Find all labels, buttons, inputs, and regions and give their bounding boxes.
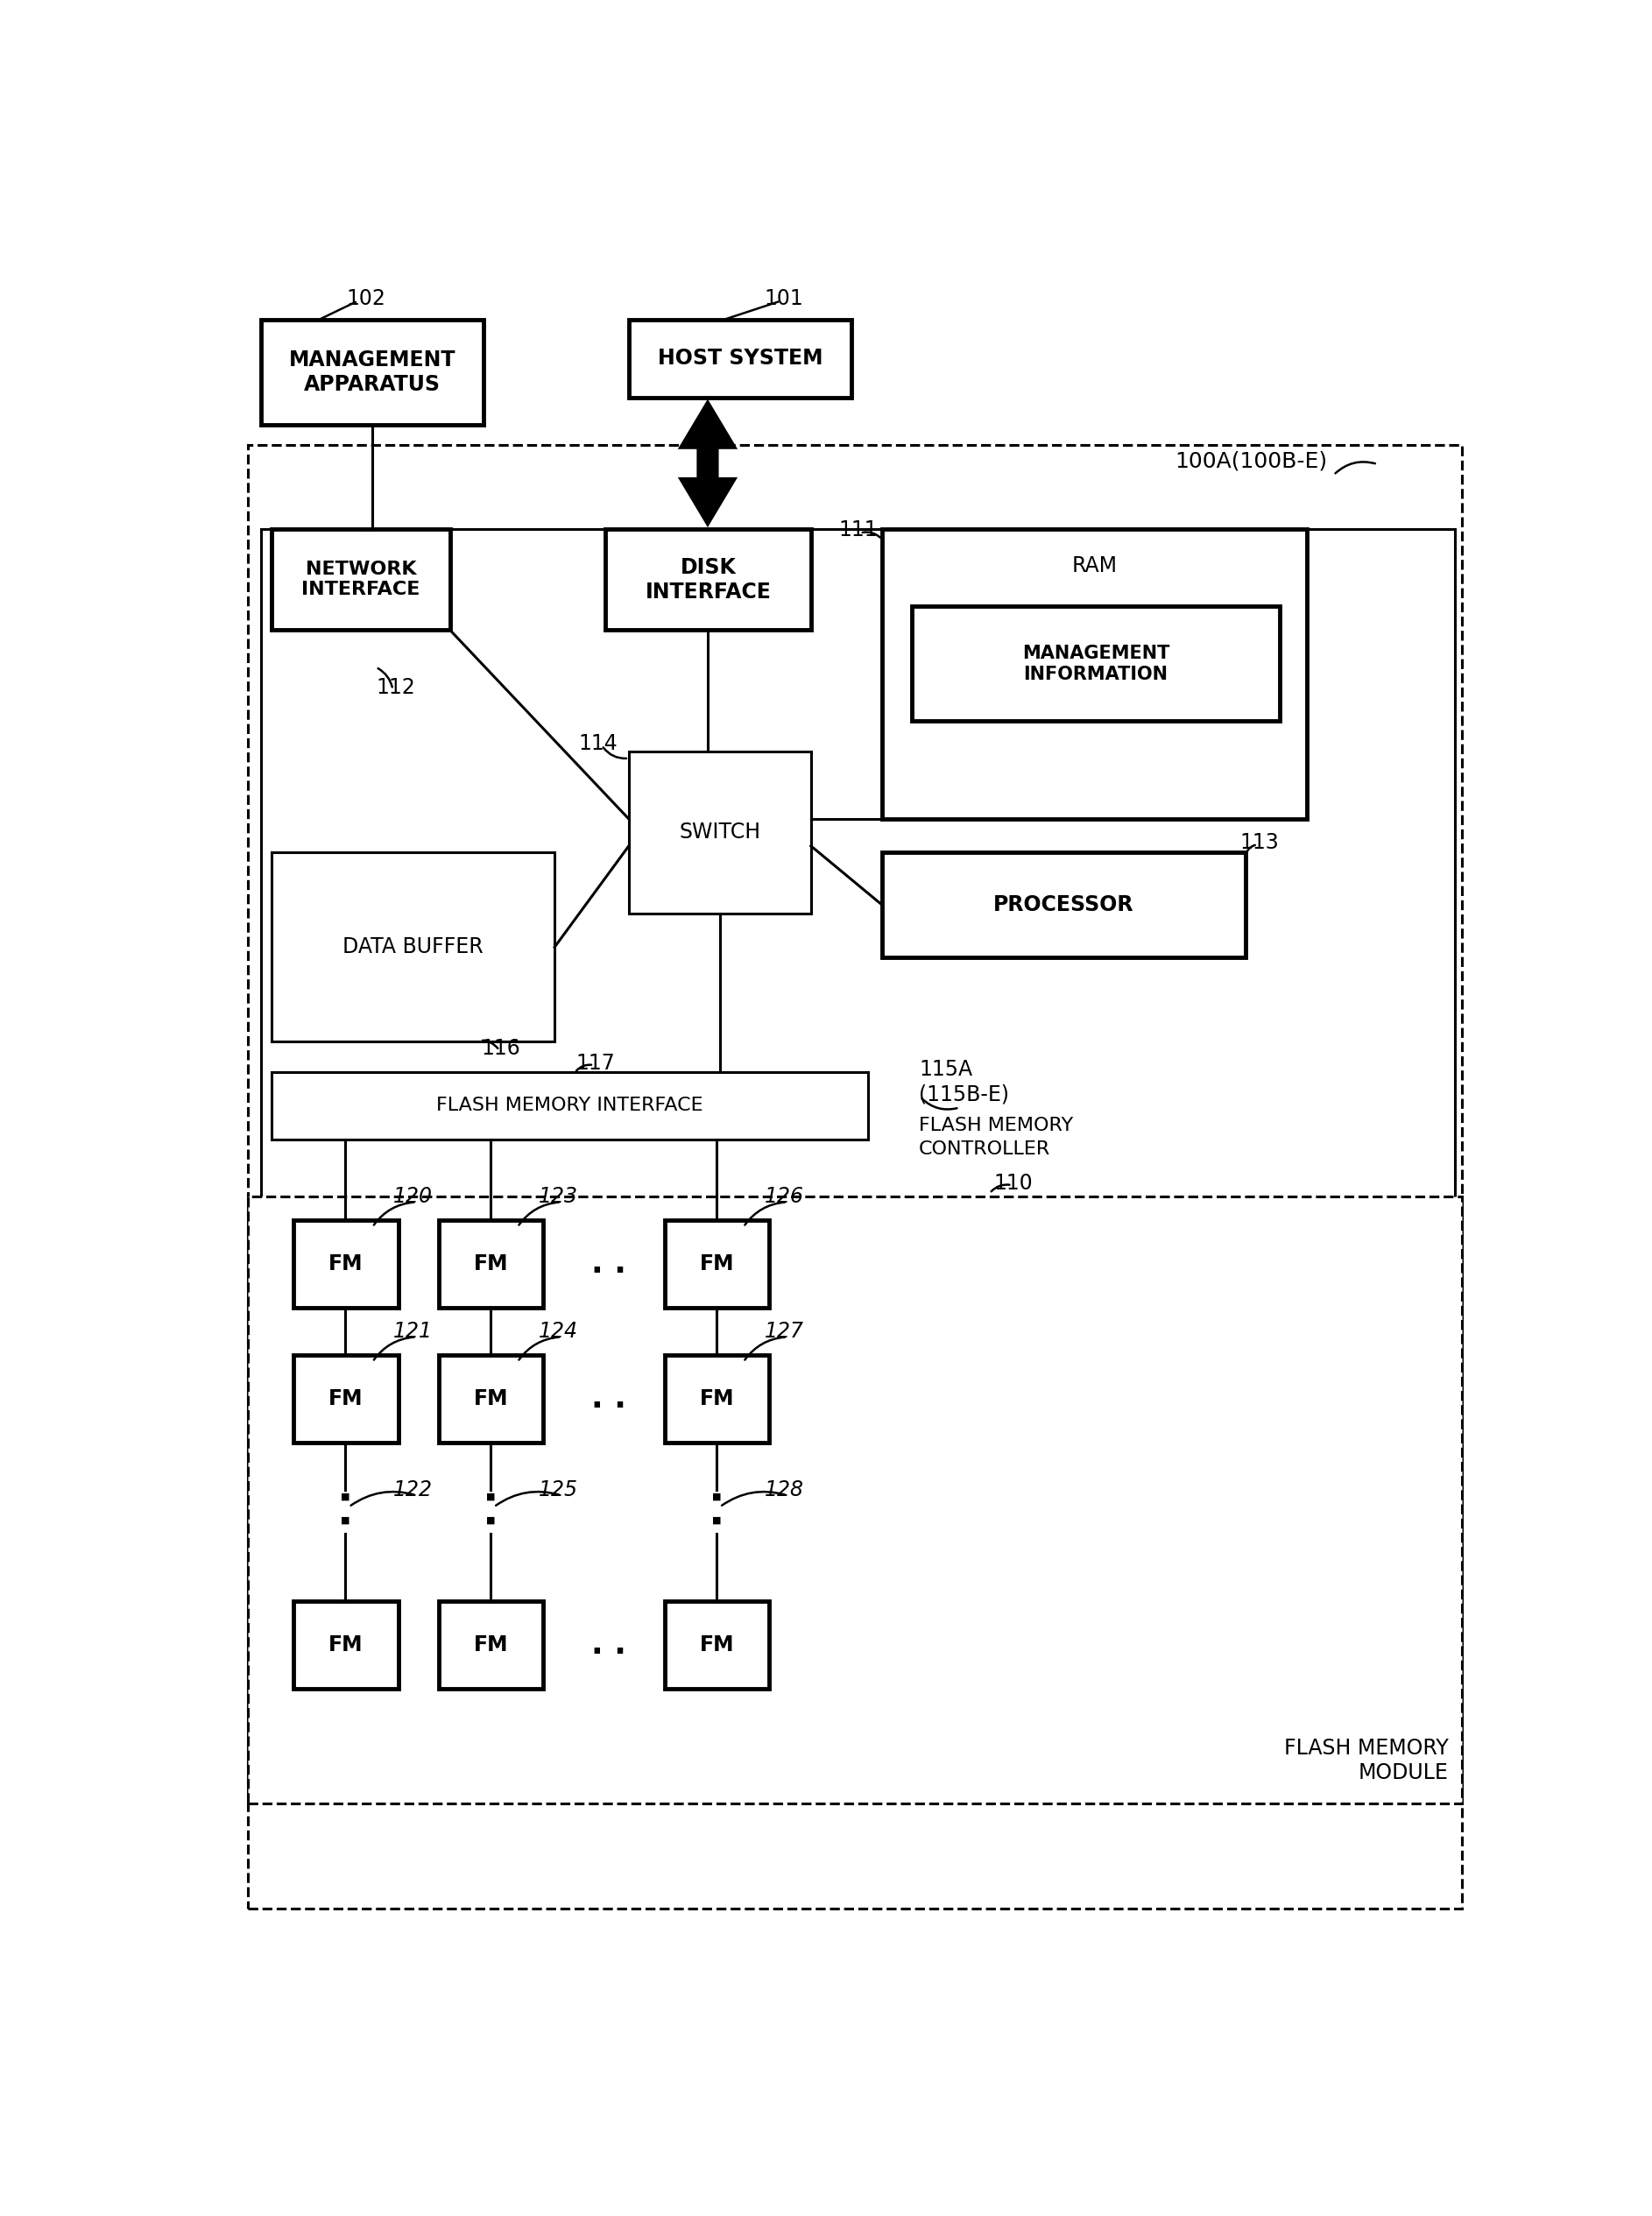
Bar: [248, 445, 1462, 1908]
Text: FLASH MEMORY: FLASH MEMORY: [919, 1117, 1074, 1135]
Bar: [629, 751, 811, 913]
Text: FM: FM: [699, 1389, 733, 1409]
Text: FM: FM: [474, 1254, 509, 1274]
Text: 128: 128: [765, 1480, 803, 1500]
Text: 101: 101: [765, 288, 803, 308]
Text: 127: 127: [765, 1321, 803, 1343]
Text: 110: 110: [993, 1172, 1032, 1194]
Text: . .: . .: [591, 1631, 626, 1660]
Bar: [629, 319, 851, 397]
Bar: [664, 1356, 770, 1443]
Text: FM: FM: [699, 1254, 733, 1274]
Text: NETWORK
INTERFACE: NETWORK INTERFACE: [301, 561, 420, 598]
Text: 112: 112: [377, 676, 416, 698]
Bar: [912, 607, 1280, 720]
Text: FM: FM: [474, 1389, 509, 1409]
Text: ■: ■: [486, 1491, 496, 1500]
Text: 113: 113: [1239, 831, 1279, 853]
Text: 122: 122: [393, 1480, 433, 1500]
Text: ■: ■: [712, 1491, 720, 1500]
Text: . .: . .: [591, 1250, 626, 1279]
Text: FM: FM: [474, 1635, 509, 1655]
Text: MANAGEMENT
APPARATUS: MANAGEMENT APPARATUS: [289, 350, 456, 394]
Text: 117: 117: [575, 1053, 615, 1073]
Bar: [294, 1602, 398, 1689]
Text: PROCESSOR: PROCESSOR: [993, 895, 1135, 915]
Bar: [882, 853, 1246, 957]
Text: MANAGEMENT
INFORMATION: MANAGEMENT INFORMATION: [1023, 645, 1170, 683]
Text: FM: FM: [329, 1635, 363, 1655]
Text: 114: 114: [578, 733, 618, 753]
Text: FLASH MEMORY INTERFACE: FLASH MEMORY INTERFACE: [436, 1097, 704, 1115]
Bar: [438, 1356, 544, 1443]
Bar: [271, 853, 555, 1042]
Bar: [248, 1197, 1462, 1804]
Bar: [271, 530, 449, 629]
Bar: [664, 1221, 770, 1307]
Bar: [294, 1356, 398, 1443]
Text: CONTROLLER: CONTROLLER: [919, 1141, 1051, 1159]
Bar: [438, 1221, 544, 1307]
Text: RAM: RAM: [1072, 556, 1117, 576]
Text: HOST SYSTEM: HOST SYSTEM: [657, 348, 823, 370]
Text: 111: 111: [839, 521, 877, 541]
Bar: [438, 1602, 544, 1689]
Text: DATA BUFFER: DATA BUFFER: [342, 937, 484, 957]
Text: ■: ■: [486, 1516, 496, 1525]
Text: 125: 125: [539, 1480, 578, 1500]
Text: 116: 116: [481, 1037, 520, 1059]
Text: ■: ■: [340, 1516, 350, 1525]
Text: . .: . .: [591, 1385, 626, 1414]
Text: (115B-E): (115B-E): [919, 1084, 1009, 1104]
Bar: [294, 1221, 398, 1307]
Text: FM: FM: [699, 1635, 733, 1655]
Text: DISK
INTERFACE: DISK INTERFACE: [644, 556, 771, 603]
Bar: [882, 530, 1307, 820]
Text: 100A(100B-E): 100A(100B-E): [1175, 452, 1328, 472]
Text: SWITCH: SWITCH: [679, 822, 760, 842]
Text: ■: ■: [712, 1516, 720, 1525]
Bar: [261, 530, 1455, 1403]
Text: 124: 124: [539, 1321, 578, 1343]
Bar: [261, 319, 484, 425]
Bar: [664, 1602, 770, 1689]
Text: FLASH MEMORY
MODULE: FLASH MEMORY MODULE: [1284, 1737, 1449, 1784]
Text: FM: FM: [329, 1254, 363, 1274]
Text: 115A: 115A: [919, 1059, 973, 1081]
Text: 121: 121: [393, 1321, 433, 1343]
Text: 126: 126: [765, 1186, 803, 1208]
Text: ■: ■: [340, 1491, 350, 1500]
Bar: [271, 1073, 869, 1139]
Text: 120: 120: [393, 1186, 433, 1208]
Text: 123: 123: [539, 1186, 578, 1208]
Text: FM: FM: [329, 1389, 363, 1409]
Polygon shape: [679, 401, 737, 525]
Bar: [605, 530, 811, 629]
Text: 102: 102: [347, 288, 385, 308]
